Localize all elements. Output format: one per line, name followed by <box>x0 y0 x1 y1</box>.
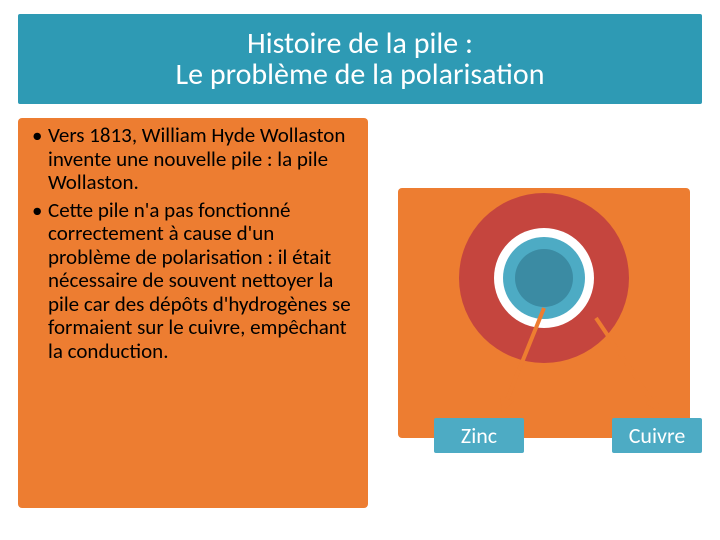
label-zinc-text: Zinc <box>461 422 497 449</box>
title-line2: Le problème de la polarisation <box>176 59 545 91</box>
bullet-item: Cette pile n'a pas fonctionné correcteme… <box>26 199 360 364</box>
bullet-pane: Vers 1813, William Hyde Wollaston invent… <box>18 118 368 508</box>
bullet-item: Vers 1813, William Hyde Wollaston invent… <box>26 124 360 195</box>
content-row: Vers 1813, William Hyde Wollaston invent… <box>18 118 702 520</box>
title-line1: Histoire de la pile : <box>247 28 473 60</box>
ring-zinc-core <box>515 249 573 307</box>
label-cuivre: Cuivre <box>612 418 702 453</box>
title-band: Histoire de la pile : Le problème de la … <box>18 14 702 104</box>
label-zinc: Zinc <box>434 418 524 453</box>
label-cuivre-text: Cuivre <box>629 422 686 449</box>
diagram-pane: Zinc Cuivre <box>368 118 702 520</box>
bullet-list: Vers 1813, William Hyde Wollaston invent… <box>26 124 360 363</box>
